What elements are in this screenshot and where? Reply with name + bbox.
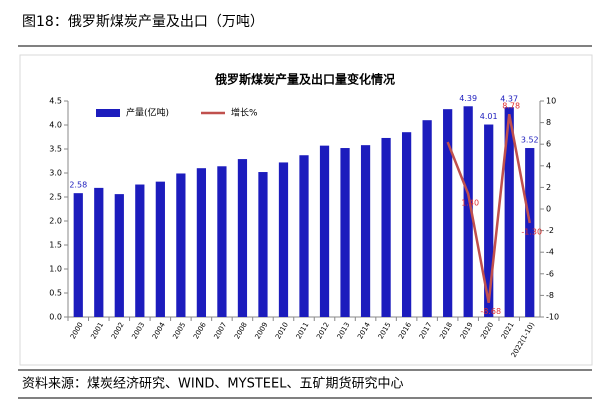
y2-tick-label: -8 [546,291,554,300]
y2-tick-label: 2 [546,183,551,192]
bar [401,132,412,317]
bar [135,184,145,317]
bar [114,194,124,317]
bar [525,148,535,317]
bar [422,120,432,317]
y2-tick-label: -2 [546,226,554,235]
bar [319,145,330,317]
line-label: -1.30 [521,228,542,237]
bar [196,168,207,317]
y2-tick-label: 8 [546,118,551,127]
line-label: -8.68 [480,307,501,316]
y-tick-label: 4.5 [49,97,62,106]
y-tick-label: 3.0 [49,169,62,178]
y-tick-label: 3.5 [49,145,62,154]
y-tick-label: 1.0 [49,265,62,274]
line-label: 8.78 [502,102,520,111]
bar [504,107,514,318]
y-tick-label: 1.5 [49,241,62,250]
bar [176,173,186,317]
line-label: 1.40 [461,198,479,207]
bar [299,155,309,317]
bar-label: 2.58 [69,181,87,190]
bar [258,172,268,317]
y-tick-label: 2.5 [49,193,62,202]
bar-label: 4.37 [500,95,518,104]
y2-tick-label: 6 [546,140,551,149]
y-tick-label: 0.0 [49,313,62,322]
bar [278,162,289,317]
legend-label: 增长% [231,107,258,119]
y2-tick-label: 10 [546,97,556,106]
bar [340,148,350,317]
y2-tick-label: 0 [546,205,551,214]
bar [217,166,227,317]
y2-tick-label: 4 [546,161,551,170]
bar [381,137,391,317]
bar [484,124,494,318]
bar [237,159,248,317]
y-tick-label: 4.0 [49,121,62,130]
bar [155,181,165,317]
legend-swatch [96,109,120,117]
chart-title: 俄罗斯煤炭产量及出口量变化情况 [214,72,395,87]
y2-tick-label: -4 [546,248,554,257]
bar-label: 3.52 [521,136,539,145]
y-tick-label: 2.0 [49,217,62,226]
line [446,113,531,303]
y2-tick-label: -6 [546,269,554,278]
bar [443,109,453,317]
y2-tick-label: -10 [546,313,559,322]
bar [73,193,83,317]
source: 资料来源：煤炭经济研究、WIND、MYSTEEL、五矿期货研究中心 [22,376,403,392]
bar-label: 4.39 [459,94,477,103]
bar [360,145,371,317]
header-title: 图18：俄罗斯煤炭产量及出口（万吨） [22,14,264,30]
bar [463,106,473,317]
legend-label: 产量(亿吨) [126,107,169,119]
bar [94,187,104,317]
y-tick-label: 0.5 [49,289,62,298]
bar-label: 4.01 [480,112,498,121]
